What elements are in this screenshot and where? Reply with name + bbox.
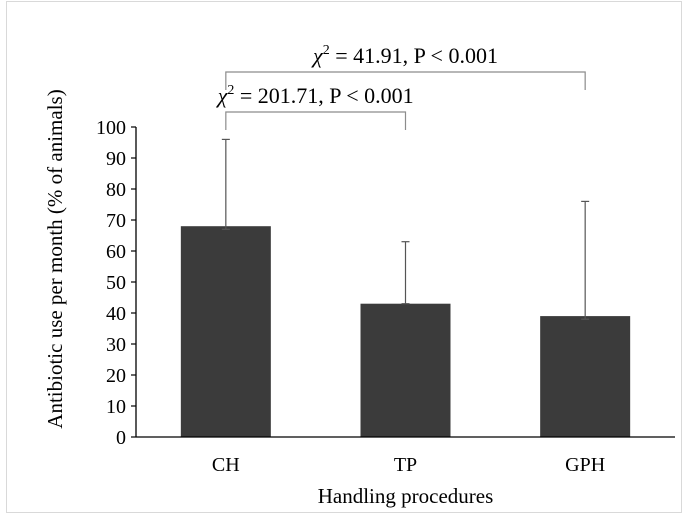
chi-superscript: 2 [323,43,330,58]
y-axis-title: Antibiotic use per month (% of animals) [43,89,67,428]
y-tick-label: 80 [106,179,126,201]
chi-square-label: χ2 = 41.91, P < 0.001 [311,43,498,68]
chi-symbol: χ [311,43,324,68]
y-tick-label: 100 [96,117,126,139]
x-tick-label-tp: TP [394,454,417,476]
chi-square-label: χ2 = 201.71, P < 0.001 [216,83,414,108]
y-tick-label: 10 [106,396,126,418]
y-tick-label: 40 [106,303,126,325]
bar-ch [180,226,271,437]
significance-bracket [225,111,407,130]
chi-superscript: 2 [227,83,234,98]
x-axis-labels: CH TP GPH [212,454,605,476]
chi-statistic: = 201.71, P < 0.001 [234,83,413,108]
y-tick-label: 70 [106,210,126,232]
x-tick-label-gph: GPH [565,454,605,476]
y-tick-label: 50 [106,272,126,294]
x-tick-label-ch: CH [212,454,240,476]
y-tick-label: 30 [106,334,126,356]
chi-statistic: = 41.91, P < 0.001 [330,43,498,68]
bar-gph [540,316,631,437]
y-axis-ticks: 0 10 20 30 40 50 60 70 80 90 100 [96,117,136,449]
chi-symbol: χ [216,83,229,108]
significance-bracket [225,71,586,90]
bars-group [180,226,631,437]
y-tick-label: 60 [106,241,126,263]
y-tick-label: 0 [116,427,126,449]
x-axis-title: Handling procedures [318,484,494,508]
y-tick-label: 20 [106,365,126,387]
y-tick-label: 90 [106,148,126,170]
bar-tp [360,303,451,437]
error-bars-group [221,138,590,320]
